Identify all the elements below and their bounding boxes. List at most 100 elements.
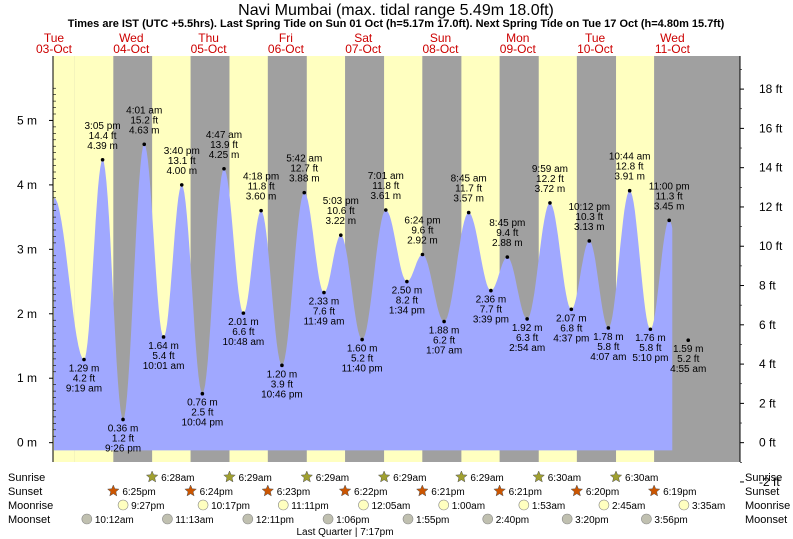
- tide-m-label: 2.33 m: [309, 297, 340, 308]
- day-name: Mon: [506, 31, 529, 45]
- sunrise-row-label: Sunrise: [8, 472, 45, 484]
- tide-point: [489, 288, 493, 293]
- right-tick-label: 10 ft: [759, 239, 783, 253]
- tide-m-label: 3.45 m: [654, 201, 685, 212]
- tide-m-label: 3.88 m: [289, 174, 320, 185]
- tide-ft-label: 12.2 ft: [536, 174, 564, 185]
- sunset-star-icon: [647, 484, 661, 497]
- tide-point: [142, 142, 147, 147]
- moonset-time: 1:55pm: [416, 515, 449, 526]
- tide-point: [121, 417, 125, 422]
- tide-time-label: 4:01 am: [126, 105, 162, 116]
- tide-point: [525, 317, 529, 321]
- tide-m-label: 2.07 m: [556, 313, 587, 324]
- tide-m-label: 3.13 m: [574, 222, 605, 233]
- tide-point: [200, 391, 205, 396]
- day-date: 10-Oct: [577, 42, 614, 56]
- left-tick-label: 4 m: [17, 178, 37, 192]
- tide-m-label: 1.88 m: [429, 326, 460, 337]
- moonset-time: 2:40pm: [496, 515, 529, 526]
- tide-ft-label: 5.8 ft: [597, 342, 619, 353]
- tide-point: [548, 201, 552, 205]
- tide-ft-label: 3.9 ft: [271, 379, 293, 390]
- day-date: 04-Oct: [113, 42, 150, 56]
- sunset-star-icon: [493, 484, 506, 497]
- moonset-icon: [81, 513, 93, 525]
- day-name: Sat: [354, 31, 373, 45]
- tide-ft-label: 13.1 ft: [168, 156, 196, 167]
- tide-ft-label: 12.7 ft: [290, 164, 318, 175]
- tide-time-label: 10:48 am: [223, 337, 265, 348]
- tide-point: [420, 252, 425, 257]
- tide-time-label: 8:45 am: [451, 174, 487, 185]
- tide-ft-label: 11.8 ft: [248, 182, 275, 193]
- tide-time-label: 6:24 pm: [404, 215, 440, 226]
- tide-time-label: 4:07 am: [590, 352, 626, 363]
- tide-ft-label: 11.7 ft: [455, 184, 482, 195]
- moonrise-icon: [117, 499, 129, 511]
- tide-point: [241, 311, 246, 315]
- tide-point: [466, 210, 471, 215]
- tide-ft-label: 5.4 ft: [152, 351, 174, 362]
- sunrise-star-icon: [455, 470, 468, 483]
- tide-m-label: 4.00 m: [166, 166, 197, 177]
- moonrise-icon: [678, 499, 690, 511]
- right-tick-label: 16 ft: [759, 121, 783, 135]
- tide-point: [569, 307, 574, 312]
- tide-time-label: 11:00 pm: [649, 181, 690, 192]
- moonrise-icon: [197, 499, 209, 511]
- tide-ft-label: 6.2 ft: [433, 336, 455, 347]
- moonset-icon: [242, 513, 254, 525]
- left-tick-label: 0 m: [17, 436, 37, 450]
- tide-ft-label: 10.3 ft: [575, 212, 603, 223]
- right-tick-label: 14 ft: [759, 161, 783, 175]
- moonrise-time: 10:17pm: [211, 501, 250, 512]
- tide-point: [383, 208, 388, 212]
- moonset-time: 12:11pm: [256, 515, 294, 526]
- sunset-time: 6:23pm: [277, 487, 310, 498]
- sunset-star-icon: [570, 484, 584, 497]
- tide-time-label: 4:55 am: [670, 364, 706, 375]
- sunrise-time: 6:30am: [548, 473, 581, 484]
- tide-time-label: 10:44 am: [609, 152, 651, 163]
- moonset-icon: [162, 513, 173, 525]
- moonrise-time: 2:45am: [612, 501, 645, 512]
- sunrise-time: 6:29am: [316, 473, 349, 484]
- tide-m-label: 1.20 m: [267, 369, 298, 380]
- chart-title: Navi Mumbai (max. tidal range 5.49m 18.0…: [238, 2, 554, 19]
- moon-phase-label: Last Quarter | 7:17pm: [296, 527, 393, 538]
- tide-time-label: 4:18 pm: [243, 172, 279, 183]
- tide-ft-label: 9.4 ft: [496, 228, 518, 239]
- tide-point: [280, 363, 284, 368]
- tide-m-label: 2.50 m: [392, 286, 423, 297]
- tide-time-label: 10:01 am: [143, 361, 185, 372]
- tide-m-label: 2.92 m: [407, 235, 438, 246]
- sunrise-time: 6:30am: [625, 473, 658, 484]
- tide-m-label: 2.36 m: [476, 295, 507, 306]
- day-date: 09-Oct: [500, 42, 537, 56]
- left-tick-label: 5 m: [17, 113, 37, 127]
- day-date: 03-Oct: [36, 42, 73, 56]
- tide-time-label: 2:54 am: [509, 343, 545, 354]
- tide-time-label: 1:34 pm: [389, 306, 425, 317]
- tide-point: [339, 233, 343, 237]
- tide-m-label: 4.25 m: [209, 150, 240, 161]
- tide-m-label: 0.76 m: [187, 398, 218, 409]
- right-tick-label: 12 ft: [759, 200, 783, 214]
- day-date: 06-Oct: [268, 42, 305, 56]
- day-date: 08-Oct: [422, 42, 459, 56]
- tide-time-label: 1:07 am: [426, 346, 462, 357]
- tide-point: [667, 218, 671, 223]
- day-name: Tue: [585, 31, 606, 45]
- tide-point: [648, 327, 653, 332]
- tide-m-label: 1.59 m: [673, 344, 704, 355]
- day-date: 07-Oct: [345, 42, 382, 56]
- moonrise-time: 12:05am: [371, 501, 410, 512]
- moonrise-icon: [518, 499, 530, 511]
- tide-m-label: 1.29 m: [69, 364, 100, 375]
- moonset-time: 1:06pm: [336, 515, 369, 526]
- day-date: 05-Oct: [191, 42, 228, 56]
- tide-ft-label: 11.8 ft: [372, 181, 399, 192]
- tide-m-label: 2.01 m: [228, 317, 259, 328]
